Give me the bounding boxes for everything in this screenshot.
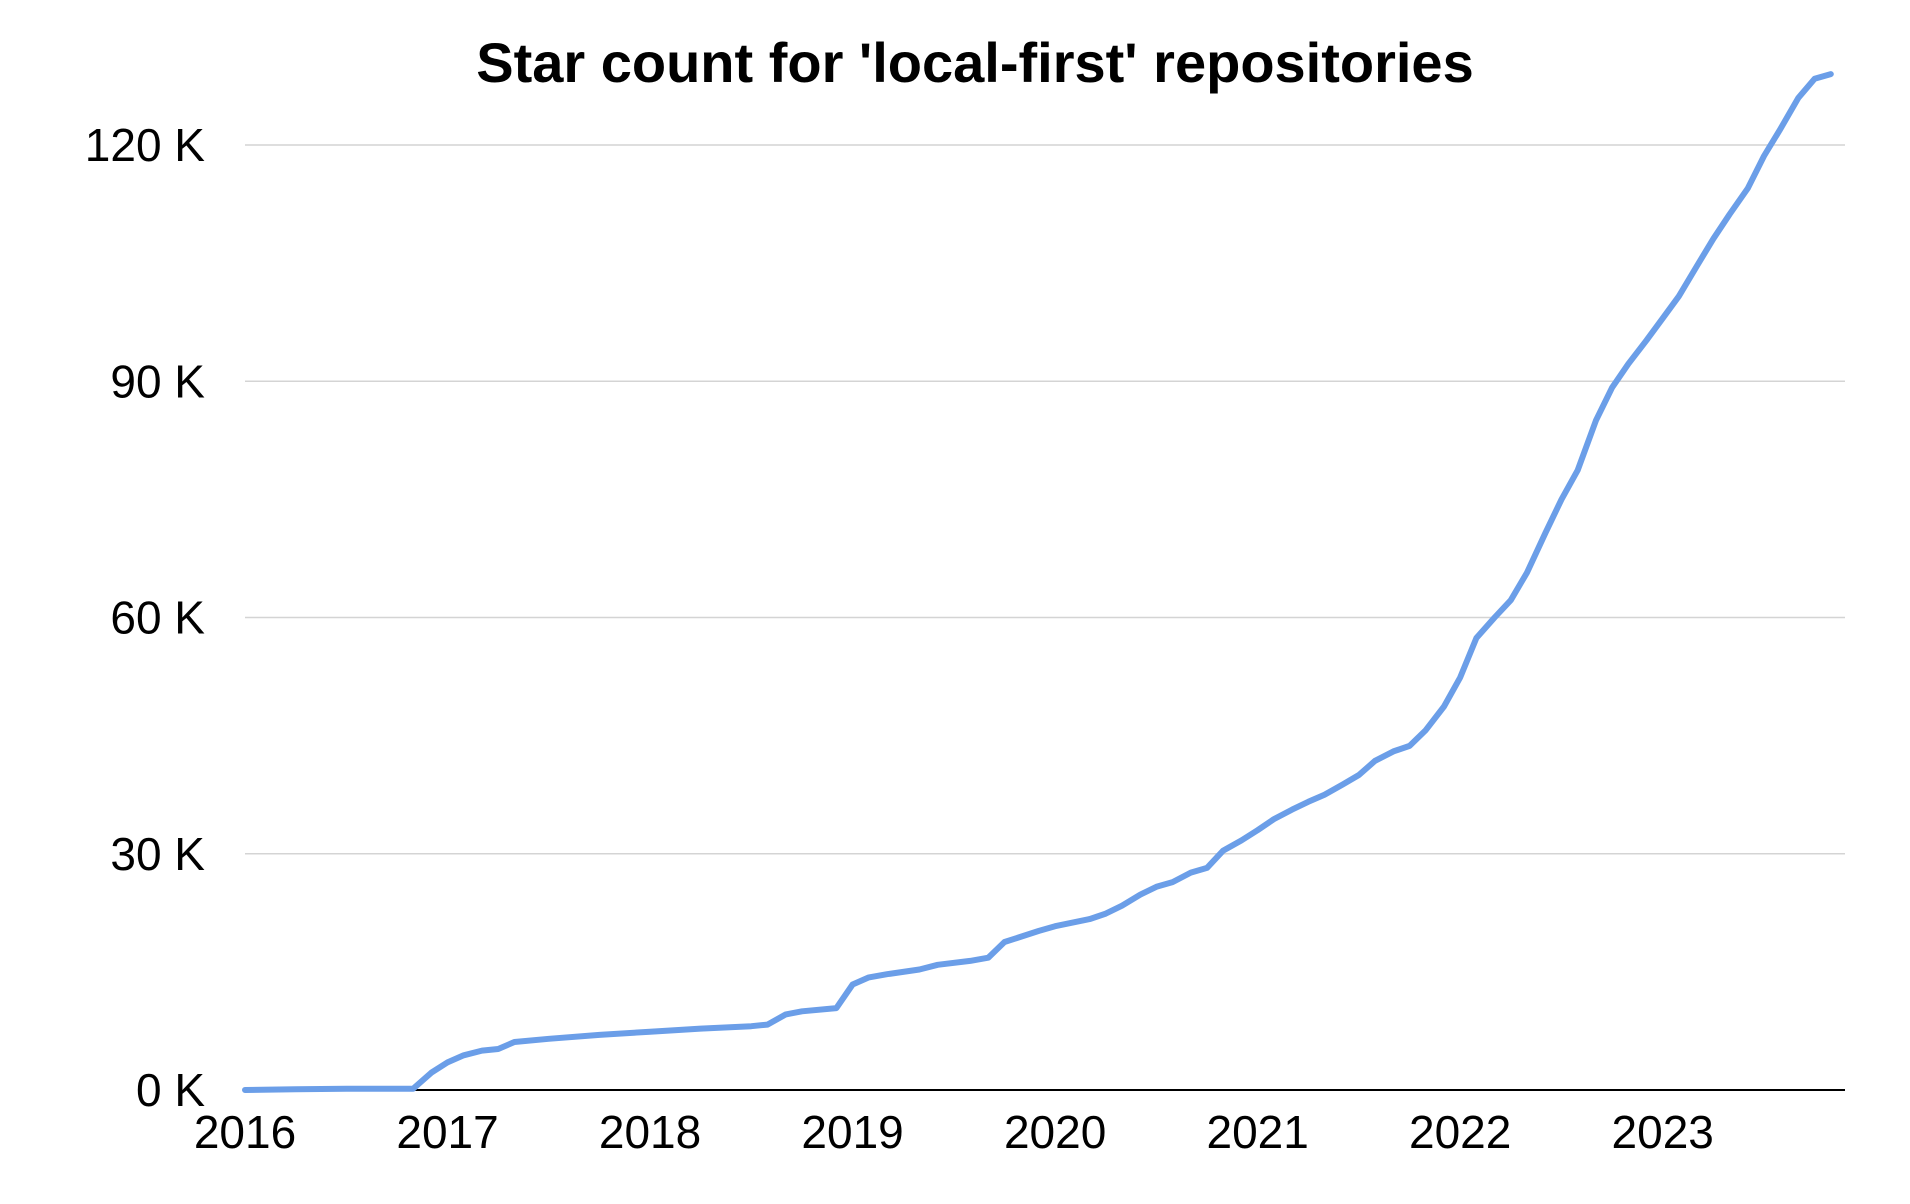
x-tick-label: 2019 [801, 1106, 903, 1158]
y-tick-label: 120 K [85, 119, 206, 171]
x-axis-ticks: 2016 2017 2018 2019 2020 2021 2022 2023 [194, 1106, 1714, 1158]
y-tick-label: 30 K [110, 828, 205, 880]
x-tick-label: 2016 [194, 1106, 296, 1158]
x-tick-label: 2018 [599, 1106, 701, 1158]
y-tick-label: 90 K [110, 355, 205, 407]
x-tick-label: 2021 [1206, 1106, 1308, 1158]
y-tick-label: 60 K [110, 592, 205, 644]
x-tick-label: 2020 [1004, 1106, 1106, 1158]
chart-title: Star count for 'local-first' repositorie… [476, 31, 1473, 94]
series-layer [245, 74, 1831, 1090]
x-tick-label: 2017 [396, 1106, 498, 1158]
x-tick-label: 2022 [1409, 1106, 1511, 1158]
series-line-0 [245, 74, 1831, 1090]
x-tick-label: 2023 [1612, 1106, 1714, 1158]
gridlines [245, 145, 1845, 854]
